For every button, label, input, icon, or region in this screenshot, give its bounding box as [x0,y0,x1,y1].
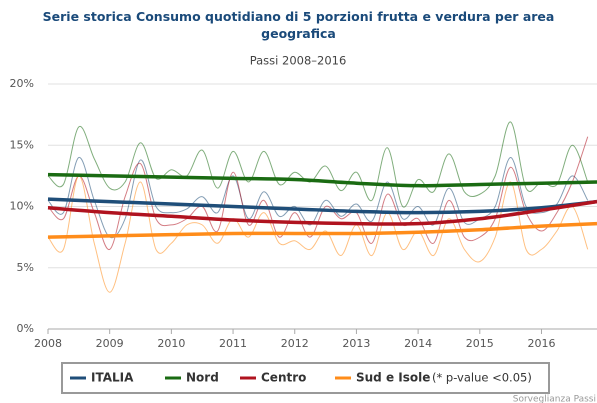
raw-line [47,121,589,208]
trend-line [47,172,597,188]
y-tick-label: 10% [10,200,34,213]
legend-label: ITALIA [91,371,134,385]
x-tick-label: 2012 [281,337,309,350]
chart-title: Serie storica Consumo quotidiano di 5 po… [42,9,555,41]
legend-box [61,362,550,394]
trend-line [47,199,597,226]
x-tick-label: 2014 [404,337,432,350]
raw-line [47,156,589,239]
raw-line [47,175,589,293]
trend-line [47,221,597,239]
x-tick-label: 2010 [157,337,185,350]
x-tick-label: 2008 [34,337,62,350]
y-tick-label: 15% [10,138,34,151]
chart-subtitle: Passi 2008–2016 [250,54,347,68]
legend-label: Sud e Isole [356,371,430,385]
legend-label: Centro [261,371,306,385]
x-tick-label: 2011 [219,337,247,350]
legend-note: (* p-value <0.05) [432,371,532,385]
x-tick-label: 2016 [527,337,555,350]
credit: Sorveglianza Passi [513,395,596,403]
x-tick-label: 2009 [96,337,124,350]
trend-line [47,197,597,215]
legend-label: Nord [186,371,219,385]
x-tick-label: 2013 [342,337,370,350]
y-tick-label: 0% [17,322,34,335]
y-tick-label: 5% [17,261,34,274]
y-tick-label: 20% [10,77,34,90]
x-tick-label: 2015 [466,337,494,350]
